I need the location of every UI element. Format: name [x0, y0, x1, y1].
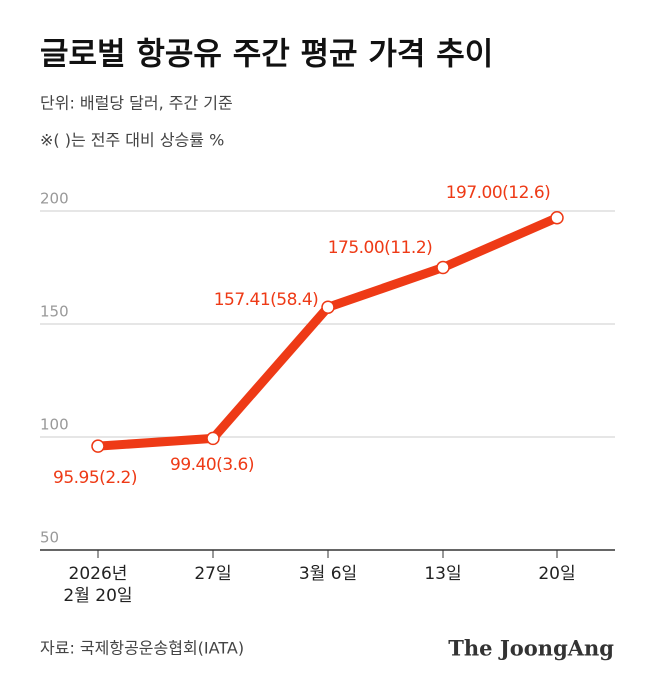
data-label: 175.00(11.2) [328, 238, 433, 258]
x-tick-label: 3월 6일 [299, 564, 357, 584]
x-tick-label: 20일 [538, 564, 575, 584]
data-label: 157.41(58.4) [214, 290, 319, 310]
point [436, 260, 450, 275]
data-label: 95.95(2.2) [53, 468, 137, 488]
point [321, 300, 335, 315]
y-tick-label: 50 [40, 529, 59, 547]
chart-subtitle: 단위: 배럴당 달러, 주간 기준 [40, 94, 233, 113]
data-label: 197.00(12.6) [446, 183, 551, 203]
y-tick-label: 100 [40, 416, 69, 434]
brand: The JoongAng [448, 636, 614, 661]
chart-note: ※( )는 전주 대비 상승률 % [40, 131, 224, 150]
chart-title: 글로벌 항공유 주간 평균 가격 추이 [40, 37, 493, 73]
y-tick-label: 150 [40, 303, 69, 321]
x-tick-label: 27일 [194, 564, 231, 584]
data-label: 99.40(3.6) [170, 455, 254, 475]
source: 자료: 국제항공운송협회(IATA) [40, 639, 244, 658]
x-tick-label: 13일 [424, 564, 461, 584]
x-tick-label: 2026년 2월 20일 [63, 564, 132, 606]
point [550, 211, 564, 225]
y-tick-label: 200 [40, 190, 69, 208]
point [206, 431, 220, 446]
point [91, 439, 105, 453]
